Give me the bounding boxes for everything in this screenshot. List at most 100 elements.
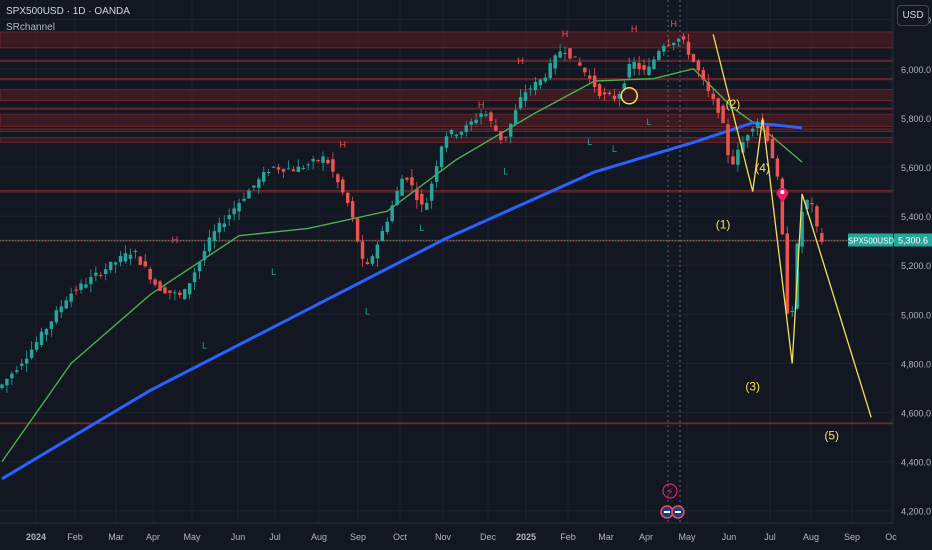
candle-body <box>632 61 636 69</box>
candle-body <box>158 281 162 291</box>
candle-body <box>173 292 177 294</box>
candle-body <box>558 51 562 58</box>
candle-body <box>444 136 449 148</box>
pivot-label: L <box>365 306 370 316</box>
candle-body <box>237 202 241 212</box>
candle-body <box>212 231 217 241</box>
indicator-name[interactable]: SRchannel <box>6 22 55 33</box>
candle-body <box>592 75 597 88</box>
grid-lines <box>0 0 893 523</box>
candle-body <box>617 93 622 99</box>
time-tick: Jul <box>764 532 776 542</box>
candle-body <box>69 293 73 302</box>
candle-body <box>133 250 138 252</box>
candle-body <box>474 119 478 124</box>
pivot-label: L <box>419 223 424 233</box>
candle-body <box>528 88 533 90</box>
candle-body <box>607 92 612 95</box>
date-markers: ⚡ <box>660 0 685 523</box>
candle-body <box>197 261 202 272</box>
sr-level <box>0 89 894 102</box>
candle-body <box>489 112 493 122</box>
price-tick: 6,000.0 <box>901 65 931 75</box>
candle-body <box>20 363 24 366</box>
candle-body <box>355 218 360 242</box>
candle-body <box>691 54 696 62</box>
candle-body <box>553 55 557 69</box>
candle-body <box>479 113 483 118</box>
pivot-label: L <box>271 267 276 277</box>
candle-body <box>24 358 29 364</box>
ma-long-line <box>1 121 803 481</box>
candle-body <box>39 331 44 345</box>
candle-body <box>706 81 710 92</box>
time-tick: Feb <box>560 532 576 542</box>
candle-body <box>15 370 19 372</box>
pivot-label: H <box>172 235 179 245</box>
candle-body <box>736 149 740 165</box>
price-tick: 4,600.0 <box>901 409 931 419</box>
candle-body <box>5 378 9 386</box>
candle-body <box>429 183 434 201</box>
candle-body <box>681 36 686 40</box>
candle-body <box>84 284 88 288</box>
wave-label: (1) <box>716 217 731 231</box>
candle-body <box>647 66 651 75</box>
time-tick: Oc <box>885 532 897 542</box>
candle-body <box>657 50 661 60</box>
candle-body <box>523 92 528 101</box>
pivot-label: H <box>517 56 524 66</box>
symbol-title: SPX500USD · 1D · OANDA <box>6 6 130 17</box>
candle-body <box>602 92 607 95</box>
pivot-label: L <box>202 341 207 351</box>
candle-body <box>202 251 207 261</box>
candle-body <box>815 206 819 227</box>
symbol-badge-text: SPX500USD <box>848 236 894 245</box>
candle-body <box>790 310 794 312</box>
candle-body <box>153 279 157 285</box>
time-tick: Jul <box>269 532 281 542</box>
time-tick: 2024 <box>26 532 46 542</box>
candle-body <box>44 329 49 335</box>
candle-body <box>513 110 518 125</box>
candle-body <box>123 253 128 262</box>
candle-body <box>578 62 582 66</box>
candle-body <box>118 255 123 263</box>
price-badge <box>894 233 932 247</box>
candle-body <box>741 142 745 153</box>
candle-body <box>820 233 824 242</box>
candle-body <box>548 63 552 79</box>
event-flag-stripe <box>664 511 670 513</box>
candle-body <box>765 126 770 141</box>
time-tick: Feb <box>67 532 83 542</box>
candle-body <box>731 156 735 165</box>
candle-body <box>138 256 143 265</box>
time-tick: Nov <box>435 532 452 542</box>
candle-body <box>281 168 286 172</box>
price-tick: 4,800.0 <box>901 359 931 369</box>
candle-body <box>395 190 399 206</box>
candle-body <box>563 53 567 55</box>
sr-level <box>0 422 894 425</box>
candle-body <box>711 93 715 100</box>
candle-body <box>434 166 439 182</box>
candle-body <box>271 166 276 168</box>
candle-body <box>217 222 222 233</box>
alert-marker-dot <box>780 189 785 194</box>
candle-body <box>49 321 54 329</box>
candle-body <box>405 177 409 180</box>
candle-body <box>321 156 325 163</box>
price-tick: 5,400.0 <box>901 212 931 222</box>
candle-body <box>662 45 666 52</box>
candle-body <box>780 178 785 235</box>
pivot-label: H <box>340 139 347 149</box>
candle-body <box>247 190 251 199</box>
currency-button[interactable]: USD <box>897 5 929 26</box>
candle-body <box>385 221 389 233</box>
candle-body <box>99 274 103 276</box>
candle-body <box>696 60 701 71</box>
candle-body <box>508 123 513 137</box>
candle-body <box>800 211 804 247</box>
